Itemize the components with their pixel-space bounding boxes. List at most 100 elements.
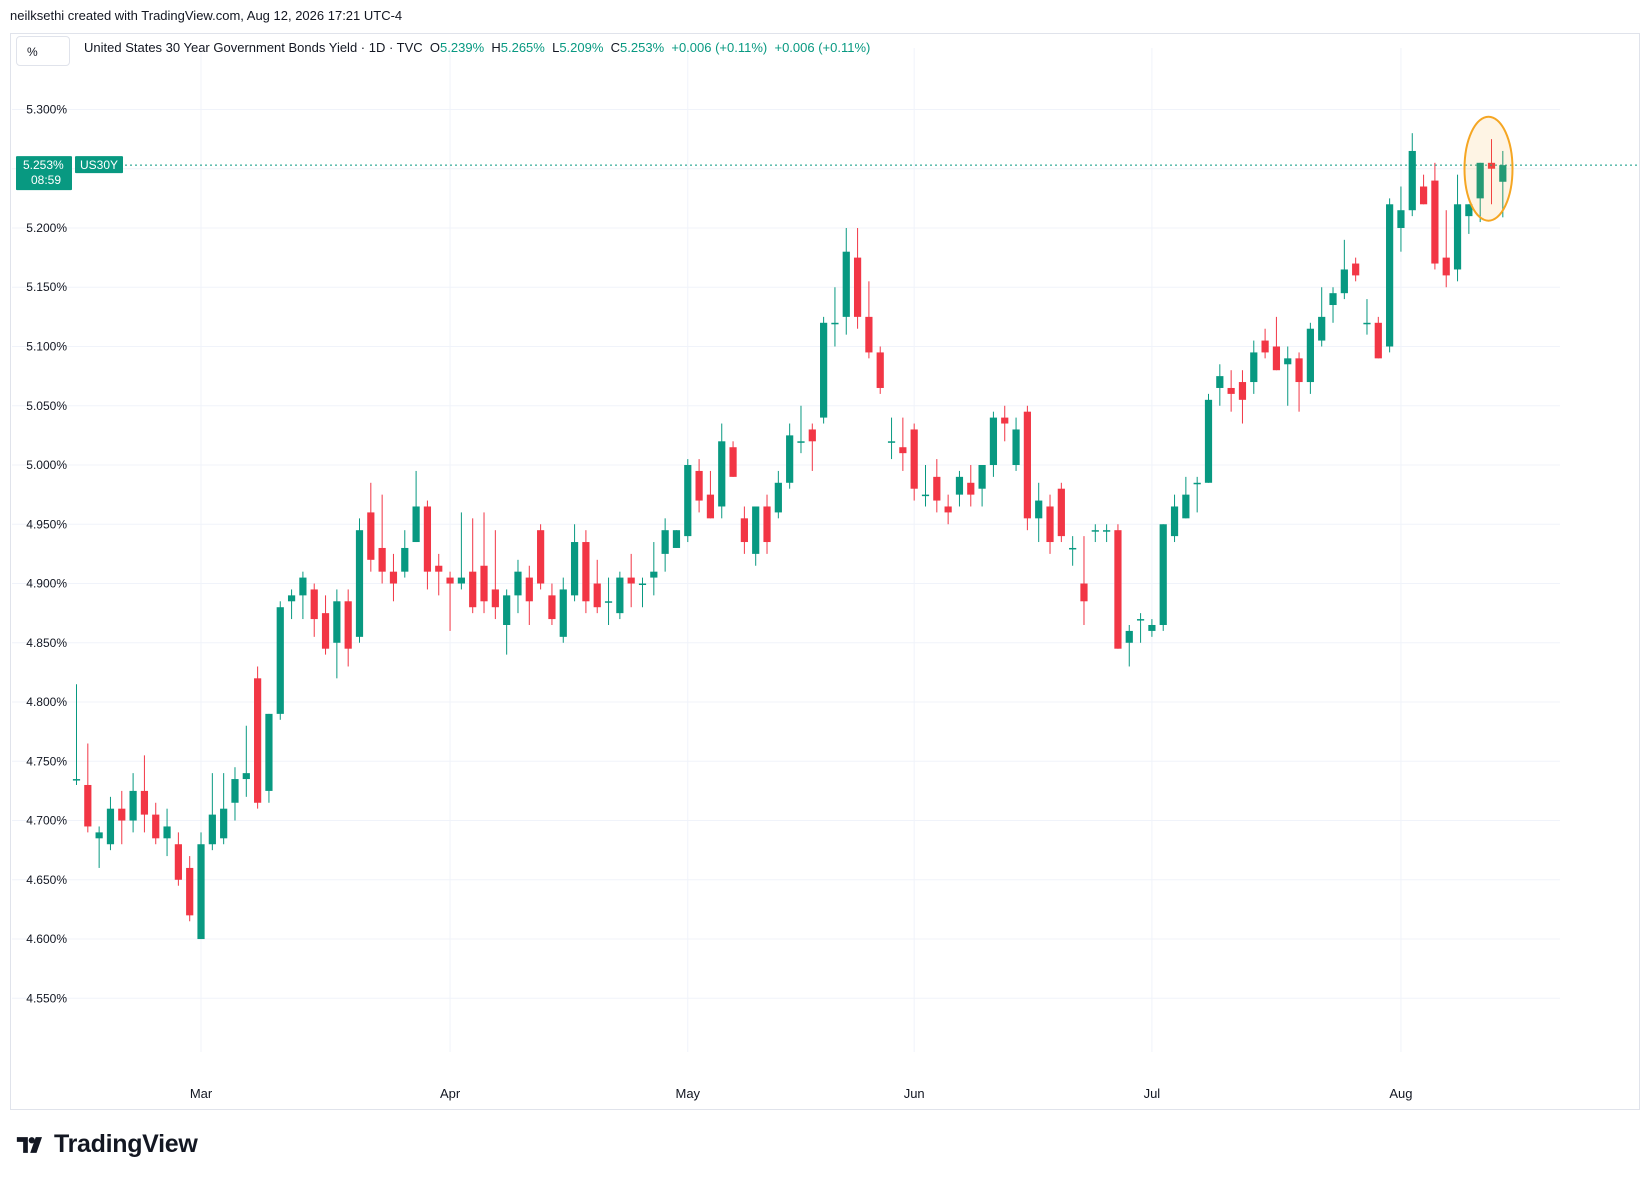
- candle: [978, 465, 986, 507]
- candle-body: [786, 435, 794, 483]
- candle: [1431, 162, 1439, 270]
- candle-body: [1035, 500, 1043, 519]
- candle: [1103, 524, 1111, 543]
- candle: [412, 470, 420, 543]
- candle: [514, 559, 522, 614]
- candle-body: [853, 257, 862, 317]
- candle-body: [740, 518, 748, 543]
- candle: [469, 518, 477, 614]
- candle-body: [129, 790, 137, 821]
- y-tick-label: 5.150%: [26, 280, 67, 294]
- candle-body: [1374, 322, 1382, 359]
- candle: [661, 518, 669, 572]
- candle: [1091, 524, 1099, 543]
- candle: [163, 808, 171, 857]
- candle-body: [378, 547, 386, 572]
- candle: [1261, 328, 1269, 359]
- candle: [242, 725, 250, 797]
- candle: [1057, 482, 1065, 543]
- candle-body: [1476, 162, 1484, 199]
- candle-body: [276, 607, 284, 714]
- candle-body: [457, 577, 465, 584]
- candle: [401, 530, 409, 578]
- candle-body: [672, 530, 681, 548]
- candle: [1136, 613, 1145, 643]
- candle: [1363, 299, 1371, 335]
- y-tick-label: 4.700%: [26, 814, 67, 828]
- legend-high-value: 5.265%: [500, 40, 545, 55]
- candle: [1386, 198, 1394, 353]
- candle: [1465, 204, 1473, 234]
- candle: [706, 470, 715, 519]
- candle: [140, 755, 149, 833]
- candle: [1023, 405, 1031, 531]
- candle: [740, 506, 748, 554]
- x-tick-label: Apr: [440, 1086, 461, 1101]
- candle: [129, 773, 137, 833]
- y-tick-label: 5.050%: [26, 399, 67, 413]
- candle-body: [367, 512, 375, 560]
- y-tick-label: 5.300%: [26, 102, 67, 116]
- candle-body: [684, 465, 692, 537]
- candle-body: [752, 506, 760, 554]
- candle-body: [1261, 340, 1269, 353]
- legend-open-label: O: [429, 40, 441, 55]
- candle-body: [446, 577, 454, 584]
- candle: [1216, 364, 1224, 406]
- candle-body: [887, 441, 896, 443]
- candle-body: [1216, 376, 1224, 388]
- candle-body: [299, 577, 307, 596]
- candle: [695, 459, 703, 513]
- candle: [106, 796, 115, 851]
- candle-body: [548, 595, 556, 620]
- candle: [1352, 257, 1360, 282]
- candle: [480, 512, 488, 614]
- candle: [152, 802, 160, 845]
- candle-body: [1284, 358, 1292, 365]
- candle: [1148, 619, 1156, 637]
- candle: [1340, 239, 1348, 300]
- legend-close-value: 5.253%: [620, 40, 665, 55]
- candle-body: [1431, 180, 1439, 264]
- candle: [446, 571, 454, 631]
- candle-body: [1340, 269, 1348, 294]
- candle-body: [559, 589, 567, 637]
- candle: [537, 524, 545, 590]
- candle-body: [1023, 411, 1031, 519]
- candle-body: [876, 352, 884, 388]
- candle-body: [491, 589, 499, 608]
- candle-body: [118, 808, 126, 821]
- candle: [1295, 352, 1303, 412]
- candle-body: [797, 441, 805, 443]
- candle: [1397, 186, 1405, 252]
- x-tick-label: Aug: [1389, 1086, 1412, 1101]
- candle: [876, 346, 884, 394]
- legend-high-label: H: [491, 40, 501, 55]
- candle-body: [933, 476, 941, 501]
- candle: [559, 577, 567, 643]
- candle-body: [287, 595, 296, 602]
- candle-body: [514, 571, 522, 596]
- candle: [1487, 139, 1496, 205]
- legend-open-value: 5.239%: [440, 40, 485, 55]
- legend: United States 30 Year Government Bonds Y…: [84, 40, 870, 55]
- candle: [174, 832, 182, 886]
- x-tick-label: Jun: [904, 1086, 925, 1101]
- candle: [865, 281, 873, 359]
- candle-body: [208, 814, 216, 845]
- candle: [1419, 174, 1428, 205]
- candle: [853, 227, 862, 329]
- candle: [321, 595, 330, 655]
- tradingview-logo-icon: [16, 1136, 42, 1153]
- candle-body: [570, 542, 579, 596]
- candle-body: [695, 470, 703, 501]
- chart-credit: neilksethi created with TradingView.com,…: [10, 8, 403, 23]
- candle-body: [1193, 482, 1201, 485]
- unit-selector[interactable]: %: [16, 36, 70, 66]
- candle-body: [1204, 399, 1213, 483]
- y-tick-label: 4.800%: [26, 695, 67, 709]
- candle-body: [1148, 624, 1156, 631]
- candle: [1080, 536, 1088, 625]
- candle-body: [435, 565, 443, 572]
